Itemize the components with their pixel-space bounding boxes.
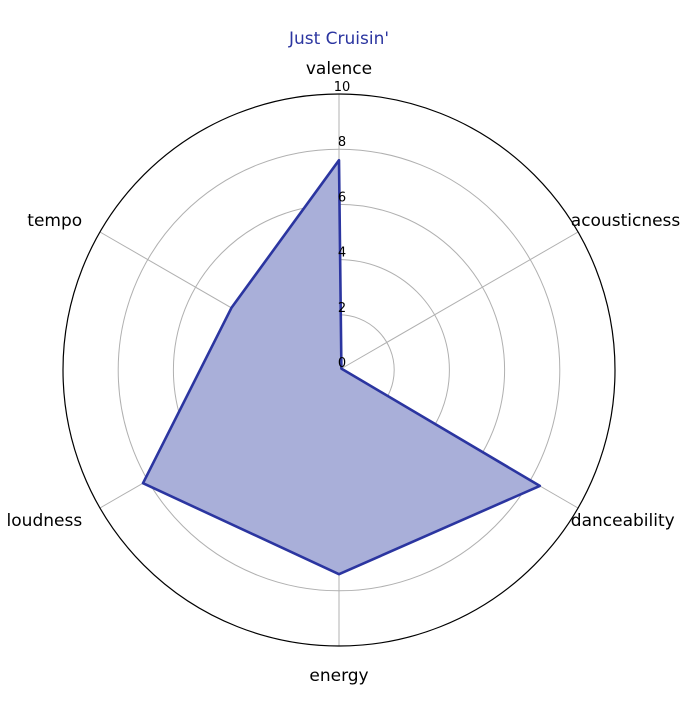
axis-label-danceability: danceability [571,511,675,531]
series-area [143,160,540,575]
outer-ring [62,93,616,647]
tick-label-0: 0 [338,356,346,371]
series-layer [141,158,542,576]
tick-label-8: 8 [338,135,346,150]
tick-label-10: 10 [334,80,351,95]
axis-label-energy: energy [309,666,368,686]
radial-tick-labels: 0 2 4 6 8 10 [334,80,351,371]
axis-labels: valence acousticness danceability energy lou… [7,59,681,686]
axis-label-acousticness: acousticness [571,211,681,231]
series-line [141,158,542,576]
tick-label-6: 6 [338,190,346,205]
axis-label-tempo: tempo [27,211,82,231]
tick-label-2: 2 [338,301,346,316]
axis-label-loudness: loudness [7,511,83,531]
axis-label-valence: valence [306,59,372,79]
chart-title: Just Cruisin' [288,29,389,49]
spoke-acousticness [338,231,579,371]
tick-label-4: 4 [338,246,346,261]
